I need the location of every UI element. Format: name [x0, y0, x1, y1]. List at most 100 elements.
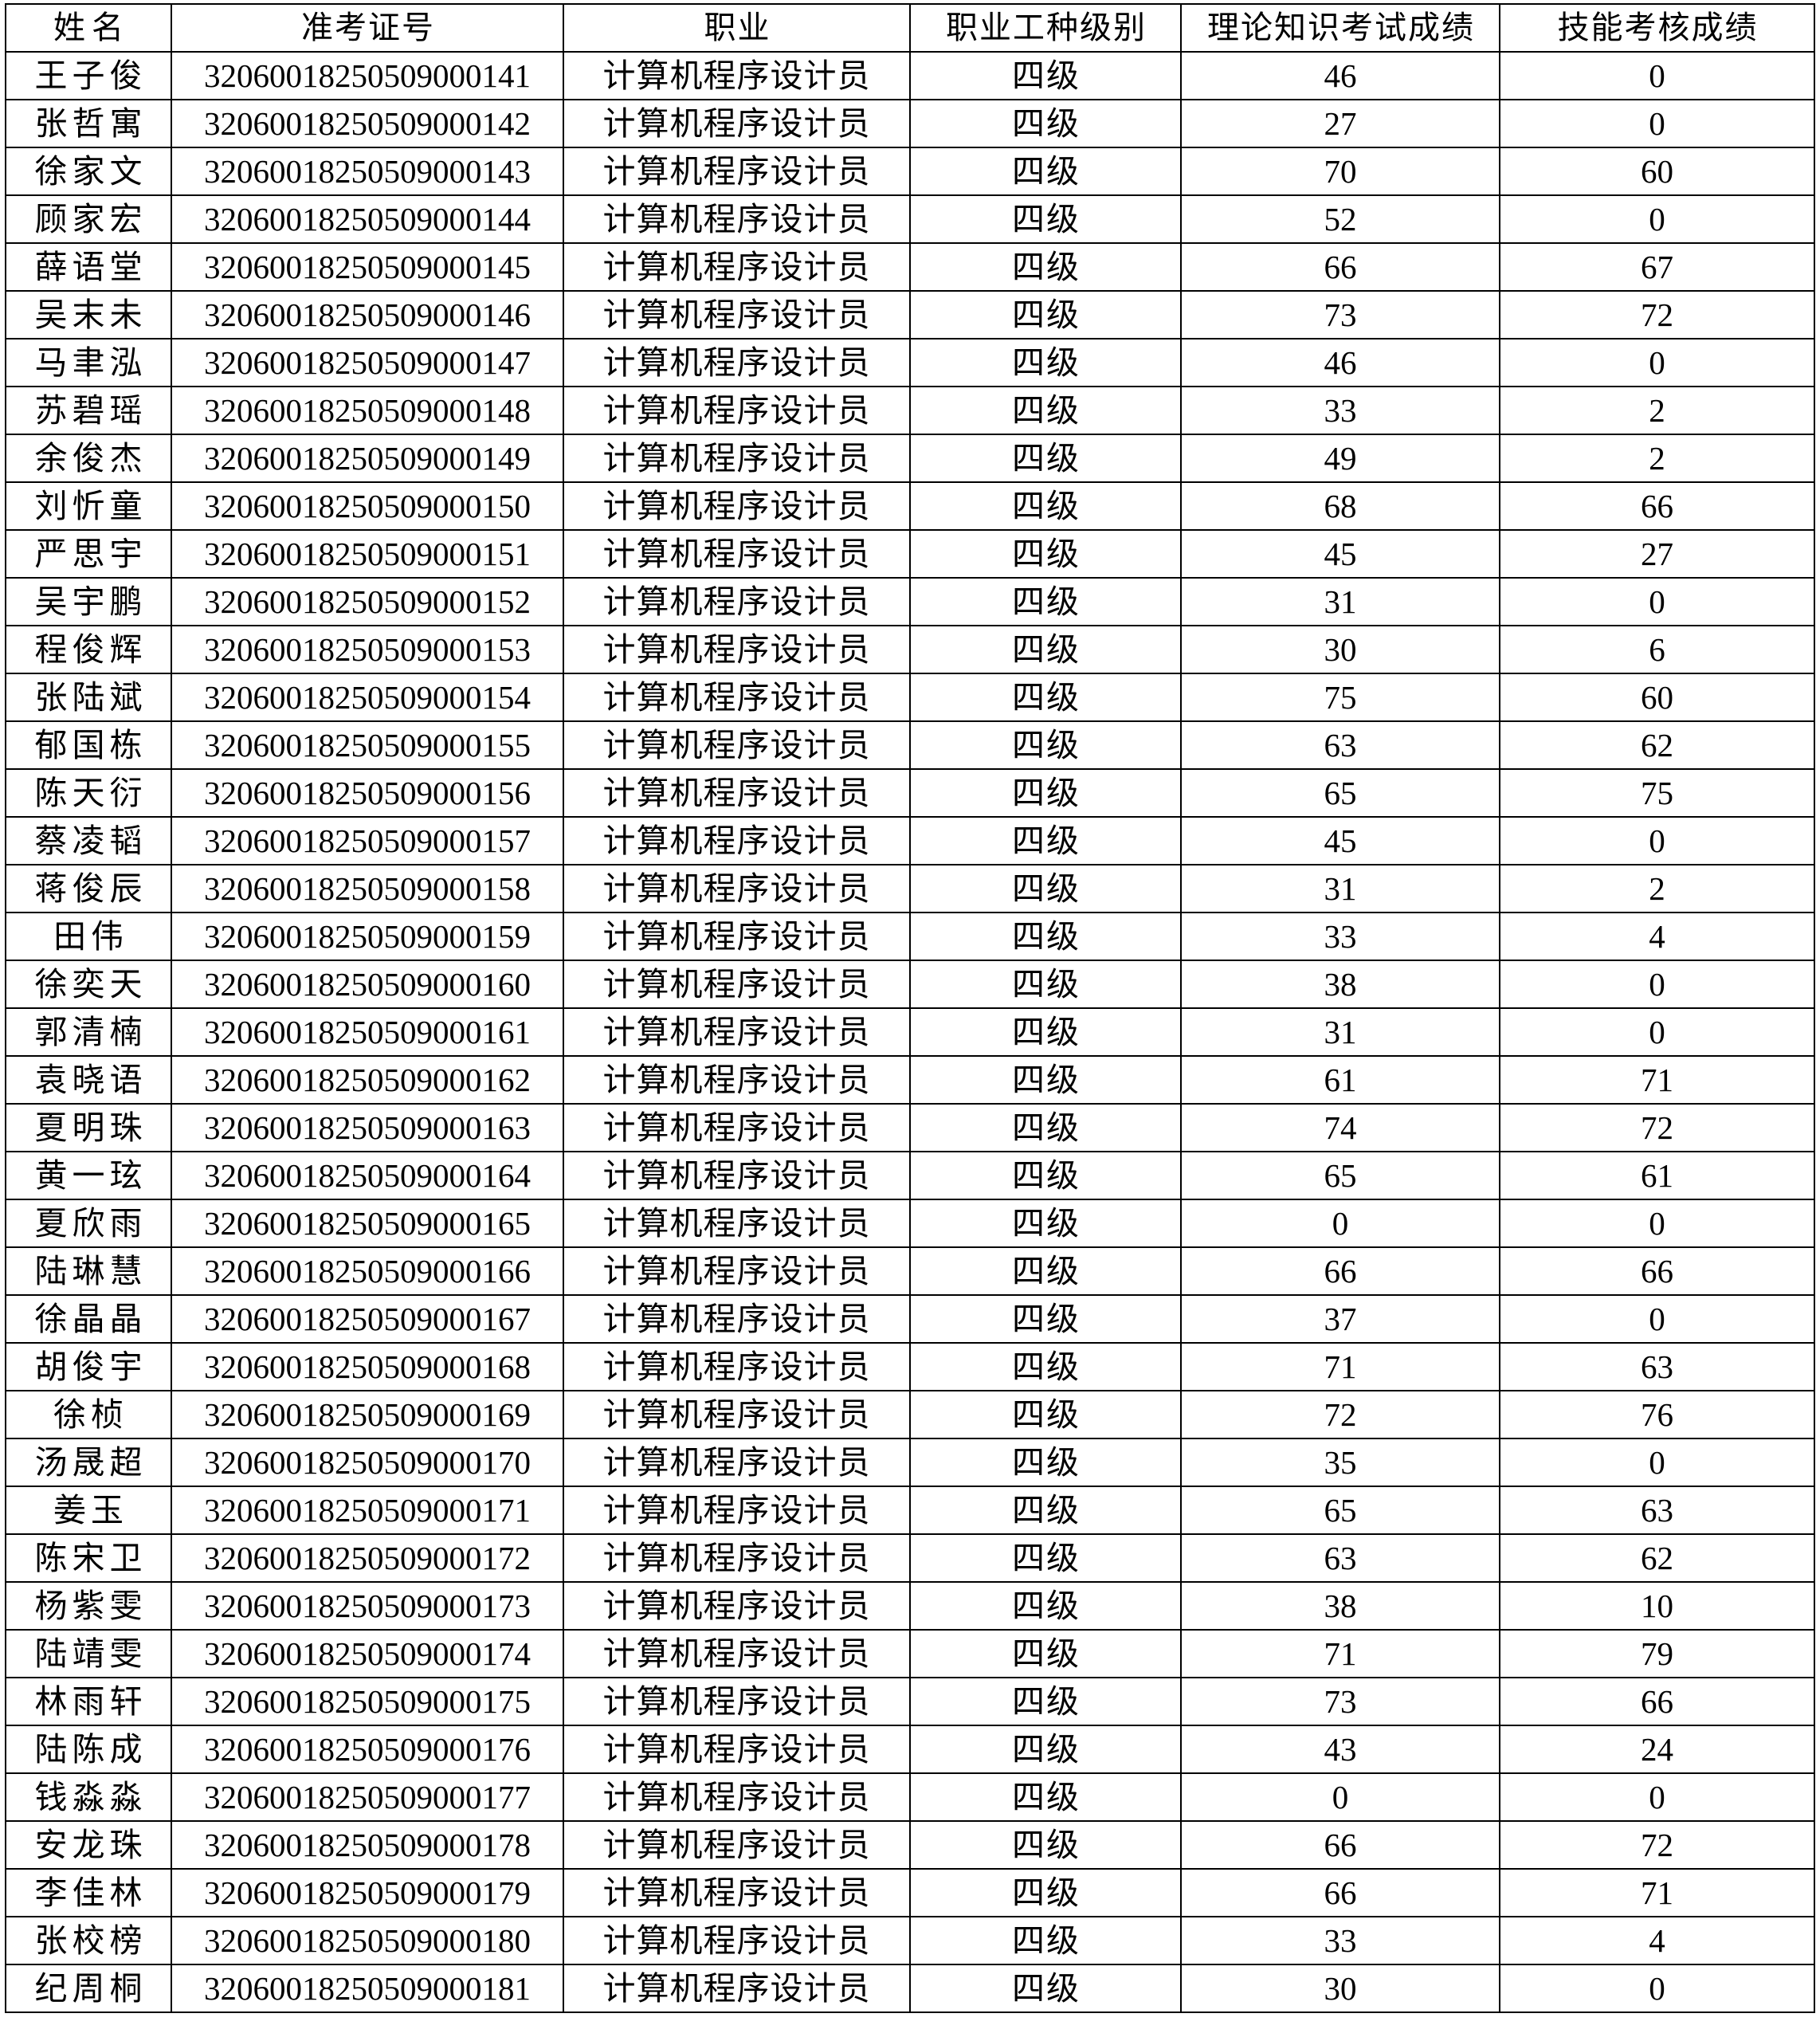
cell-ticket: 32060018250509000154	[171, 673, 564, 722]
cell-job: 计算机程序设计员	[563, 529, 911, 579]
cell-name: 张哲寓	[5, 99, 172, 148]
cell-skill: 0	[1499, 960, 1815, 1009]
cell-level: 四级	[909, 1246, 1182, 1296]
cell-level: 四级	[909, 1103, 1182, 1152]
cell-theory: 73	[1180, 1677, 1500, 1726]
cell-theory: 30	[1180, 1964, 1500, 2013]
cell-skill: 63	[1499, 1486, 1815, 1535]
cell-ticket: 32060018250509000165	[171, 1199, 564, 1248]
cell-theory: 65	[1180, 1486, 1500, 1535]
cell-level: 四级	[909, 242, 1182, 292]
cell-theory: 38	[1180, 960, 1500, 1009]
cell-job: 计算机程序设计员	[563, 768, 911, 818]
cell-ticket: 32060018250509000141	[171, 51, 564, 100]
cell-name: 李佳林	[5, 1868, 172, 1917]
cell-name: 袁晓语	[5, 1055, 172, 1105]
cell-name: 顾家宏	[5, 194, 172, 244]
cell-job: 计算机程序设计员	[563, 434, 911, 483]
cell-job: 计算机程序设计员	[563, 481, 911, 531]
cell-job: 计算机程序设计员	[563, 1581, 911, 1631]
cell-level: 四级	[909, 1677, 1182, 1726]
cell-level: 四级	[909, 1390, 1182, 1439]
cell-theory: 0	[1180, 1772, 1500, 1822]
cell-level: 四级	[909, 338, 1182, 387]
cell-job: 计算机程序设计员	[563, 1342, 911, 1391]
cell-name: 陈天衍	[5, 768, 172, 818]
cell-job: 计算机程序设计员	[563, 1199, 911, 1248]
cell-job: 计算机程序设计员	[563, 1438, 911, 1487]
cell-skill: 0	[1499, 1294, 1815, 1344]
table-row: 姜玉 32060018250509000171 计算机程序设计员 四级 65 63	[5, 1486, 1815, 1535]
cell-name: 陆琳慧	[5, 1246, 172, 1296]
table-row: 陆陈成 32060018250509000176 计算机程序设计员 四级 43 24	[5, 1725, 1815, 1774]
table-row: 马聿泓 32060018250509000147 计算机程序设计员 四级 46 0	[5, 338, 1815, 387]
cell-name: 郁国栋	[5, 720, 172, 770]
cell-ticket: 32060018250509000143	[171, 147, 564, 196]
table-row: 张陆斌 32060018250509000154 计算机程序设计员 四级 75 60	[5, 673, 1815, 722]
cell-level: 四级	[909, 673, 1182, 722]
cell-skill: 0	[1499, 1438, 1815, 1487]
cell-skill: 2	[1499, 864, 1815, 913]
cell-level: 四级	[909, 1486, 1182, 1535]
cell-job: 计算机程序设计员	[563, 386, 911, 435]
cell-level: 四级	[909, 1820, 1182, 1870]
cell-name: 陈宋卫	[5, 1533, 172, 1583]
cell-ticket: 32060018250509000150	[171, 481, 564, 531]
cell-skill: 0	[1499, 1199, 1815, 1248]
cell-theory: 75	[1180, 673, 1500, 722]
table-row: 纪周桐 32060018250509000181 计算机程序设计员 四级 30 0	[5, 1964, 1815, 2013]
table-row: 胡俊宇 32060018250509000168 计算机程序设计员 四级 71 63	[5, 1342, 1815, 1391]
table-row: 钱淼淼 32060018250509000177 计算机程序设计员 四级 0 0	[5, 1772, 1815, 1822]
cell-skill: 72	[1499, 290, 1815, 340]
cell-ticket: 32060018250509000164	[171, 1151, 564, 1200]
header-row: 姓名 准考证号 职业 职业工种级别 理论知识考试成绩 技能考核成绩	[5, 3, 1815, 53]
cell-job: 计算机程序设计员	[563, 1246, 911, 1296]
cell-theory: 66	[1180, 1868, 1500, 1917]
table-row: 王子俊 32060018250509000141 计算机程序设计员 四级 46 0	[5, 51, 1815, 100]
cell-job: 计算机程序设计员	[563, 577, 911, 626]
cell-ticket: 32060018250509000160	[171, 960, 564, 1009]
cell-theory: 33	[1180, 1916, 1500, 1965]
cell-name: 夏明珠	[5, 1103, 172, 1152]
cell-ticket: 32060018250509000162	[171, 1055, 564, 1105]
cell-name: 刘忻童	[5, 481, 172, 531]
cell-job: 计算机程序设计员	[563, 625, 911, 674]
cell-job: 计算机程序设计员	[563, 1151, 911, 1200]
cell-ticket: 32060018250509000167	[171, 1294, 564, 1344]
table-row: 刘忻童 32060018250509000150 计算机程序设计员 四级 68 66	[5, 481, 1815, 531]
cell-level: 四级	[909, 386, 1182, 435]
cell-name: 徐家文	[5, 147, 172, 196]
cell-level: 四级	[909, 1964, 1182, 2013]
cell-name: 王子俊	[5, 51, 172, 100]
cell-skill: 0	[1499, 1007, 1815, 1057]
cell-name: 钱淼淼	[5, 1772, 172, 1822]
cell-theory: 65	[1180, 768, 1500, 818]
cell-skill: 61	[1499, 1151, 1815, 1200]
table-row: 蒋俊辰 32060018250509000158 计算机程序设计员 四级 31 2	[5, 864, 1815, 913]
cell-name: 余俊杰	[5, 434, 172, 483]
cell-name: 郭清楠	[5, 1007, 172, 1057]
cell-skill: 75	[1499, 768, 1815, 818]
cell-theory: 38	[1180, 1581, 1500, 1631]
cell-level: 四级	[909, 147, 1182, 196]
cell-skill: 0	[1499, 99, 1815, 148]
cell-ticket: 32060018250509000178	[171, 1820, 564, 1870]
cell-skill: 71	[1499, 1055, 1815, 1105]
table-row: 夏明珠 32060018250509000163 计算机程序设计员 四级 74 72	[5, 1103, 1815, 1152]
cell-ticket: 32060018250509000163	[171, 1103, 564, 1152]
cell-job: 计算机程序设计员	[563, 673, 911, 722]
cell-job: 计算机程序设计员	[563, 864, 911, 913]
cell-name: 严思宇	[5, 529, 172, 579]
cell-level: 四级	[909, 1629, 1182, 1678]
table-row: 徐奕天 32060018250509000160 计算机程序设计员 四级 38 0	[5, 960, 1815, 1009]
cell-level: 四级	[909, 434, 1182, 483]
table-row: 吴末未 32060018250509000146 计算机程序设计员 四级 73 72	[5, 290, 1815, 340]
table-row: 苏碧瑶 32060018250509000148 计算机程序设计员 四级 33 2	[5, 386, 1815, 435]
cell-theory: 61	[1180, 1055, 1500, 1105]
cell-theory: 45	[1180, 529, 1500, 579]
cell-level: 四级	[909, 864, 1182, 913]
table-row: 安龙珠 32060018250509000178 计算机程序设计员 四级 66 72	[5, 1820, 1815, 1870]
cell-theory: 72	[1180, 1390, 1500, 1439]
cell-job: 计算机程序设计员	[563, 960, 911, 1009]
cell-ticket: 32060018250509000174	[171, 1629, 564, 1678]
